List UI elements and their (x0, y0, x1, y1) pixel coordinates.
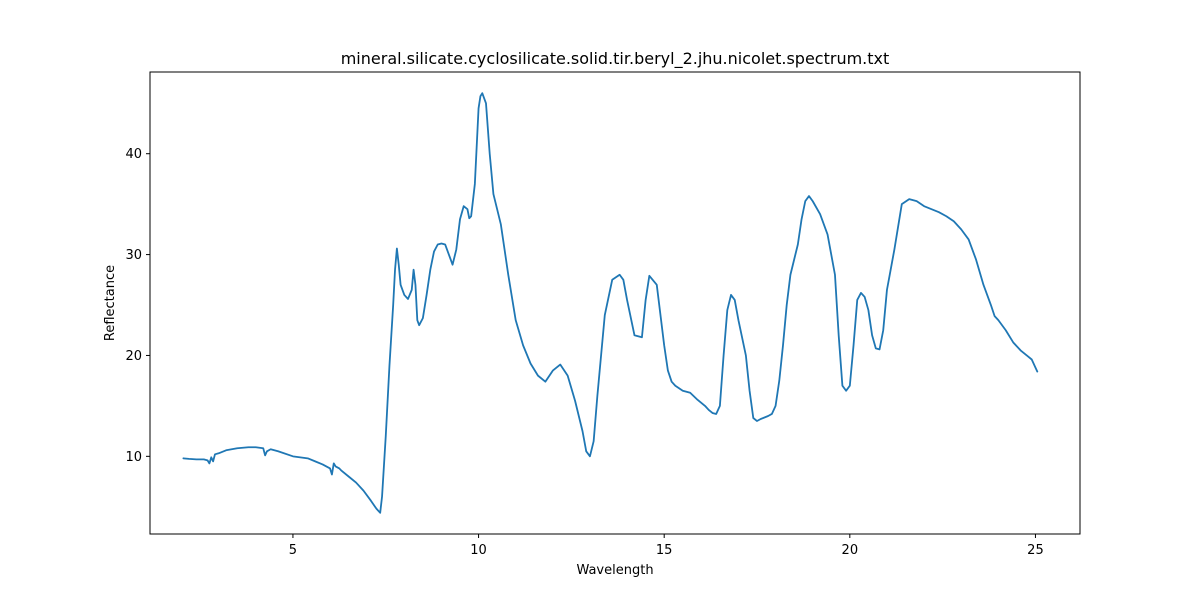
y-tick-label: 20 (125, 349, 142, 364)
x-tick-label: 25 (1027, 543, 1044, 558)
axis-ticks: 5 10 15 20 25 10 20 30 40 (125, 147, 1043, 558)
y-tick-label: 10 (125, 450, 142, 465)
y-tick-label: 40 (125, 147, 142, 162)
x-tick-label: 20 (842, 543, 859, 558)
chart-title: mineral.silicate.cyclosilicate.solid.tir… (341, 49, 890, 69)
x-axis-label: Wavelength (576, 563, 653, 578)
plot-area (182, 92, 1039, 514)
x-tick-label: 5 (289, 543, 297, 558)
x-tick-label: 15 (656, 543, 673, 558)
reflectance-series-line (182, 92, 1039, 514)
y-axis-label: Reflectance (103, 265, 118, 341)
x-tick-label: 10 (470, 543, 487, 558)
y-tick-label: 30 (125, 248, 142, 263)
plot-frame (149, 71, 1081, 535)
